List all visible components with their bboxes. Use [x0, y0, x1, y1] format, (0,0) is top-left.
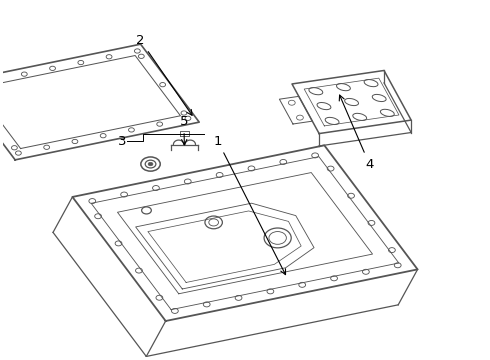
Circle shape [148, 162, 153, 166]
Text: 2: 2 [136, 33, 192, 115]
Text: 3: 3 [118, 135, 126, 148]
Text: 4: 4 [339, 95, 373, 171]
Text: 5: 5 [180, 115, 188, 145]
Text: 1: 1 [214, 135, 286, 275]
